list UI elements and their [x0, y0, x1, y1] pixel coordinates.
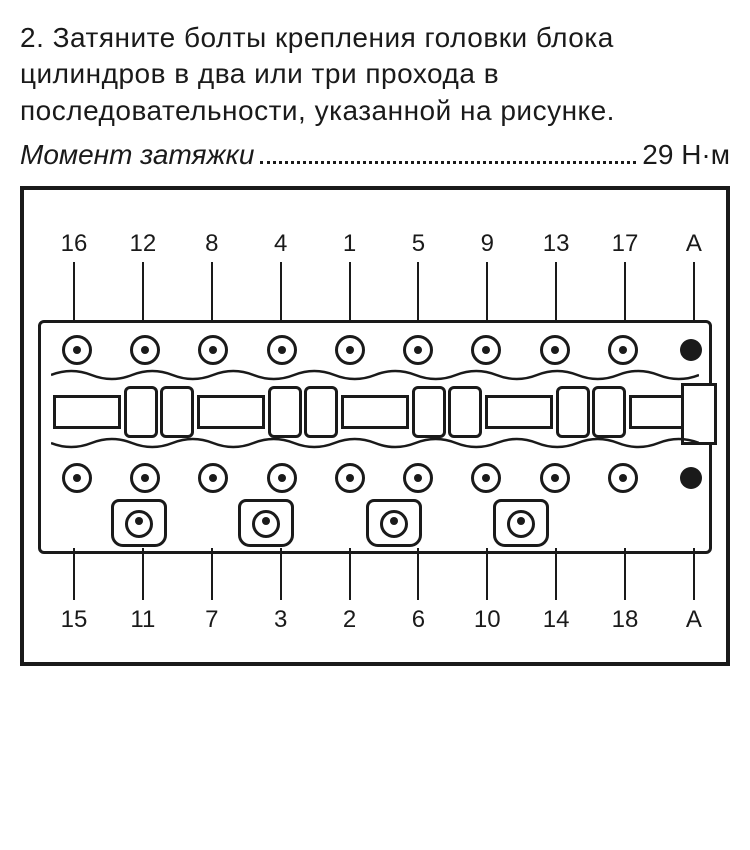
bolt-icon — [599, 463, 647, 493]
leader-line — [601, 262, 649, 320]
leader-line — [394, 262, 442, 320]
casting-line-icon — [51, 435, 699, 451]
bolt-icon — [462, 335, 510, 365]
top-label-row: 16 12 8 4 1 5 9 13 17 A — [50, 230, 718, 258]
bolt-icon — [531, 463, 579, 493]
bolt-label: 17 — [601, 230, 649, 258]
cam-lobe-icon — [124, 386, 158, 438]
dotted-leader — [260, 160, 636, 164]
torque-label: Момент затяжки — [20, 139, 254, 171]
cam-lobe-icon — [448, 386, 482, 438]
leader-line — [532, 548, 580, 600]
bolt-label: 6 — [394, 606, 442, 634]
bolt-icon — [394, 335, 442, 365]
bolt-icon — [462, 463, 510, 493]
bolt-label: 16 — [50, 230, 98, 258]
torque-line: Момент затяжки 29 Н·м — [20, 139, 730, 171]
leader-line — [257, 548, 305, 600]
leader-line — [670, 548, 718, 600]
cam-lobe-icon — [412, 386, 446, 438]
bolt-label: 4 — [257, 230, 305, 258]
leader-line — [463, 548, 511, 600]
cylinder-head — [38, 320, 712, 554]
leader-line — [601, 548, 649, 600]
cam-lobe-icon — [268, 386, 302, 438]
bolt-icon — [394, 463, 442, 493]
bolt-label: 8 — [188, 230, 236, 258]
bolt-icon — [121, 463, 169, 493]
bolt-icon — [53, 463, 101, 493]
leader-line — [532, 262, 580, 320]
leader-line — [670, 262, 718, 320]
leader-line — [50, 262, 98, 320]
bolt-label: 7 — [188, 606, 236, 634]
bolt-label: 13 — [532, 230, 580, 258]
bolt-label: 2 — [326, 606, 374, 634]
bolt-a-icon — [667, 463, 715, 493]
bolt-label: 11 — [119, 606, 167, 634]
leader-line — [257, 262, 305, 320]
torque-value: 29 Н·м — [642, 139, 730, 171]
top-bolt-row — [53, 335, 715, 365]
instruction-text: 2. Затяните болты крепления головки блок… — [20, 20, 730, 129]
bolt-icon — [599, 335, 647, 365]
bolt-label: 15 — [50, 606, 98, 634]
bolt-icon — [531, 335, 579, 365]
intake-port-icon — [238, 499, 294, 547]
bottom-bolt-row — [53, 463, 715, 493]
bolt-label: 14 — [532, 606, 580, 634]
cam-journal-icon — [197, 395, 265, 429]
bolt-icon — [53, 335, 101, 365]
bolt-label: A — [670, 606, 718, 634]
intake-port-icon — [493, 499, 549, 547]
cam-lobe-icon — [304, 386, 338, 438]
leader-line — [188, 548, 236, 600]
cam-lobe-icon — [160, 386, 194, 438]
bolt-label: 12 — [119, 230, 167, 258]
diagram-frame: 16 12 8 4 1 5 9 13 17 A — [20, 186, 730, 666]
cam-journal-icon — [341, 395, 409, 429]
bolt-icon — [121, 335, 169, 365]
bolt-icon — [326, 463, 374, 493]
intake-port-icon — [366, 499, 422, 547]
bolt-label: 5 — [394, 230, 442, 258]
bolt-label: 10 — [463, 606, 511, 634]
intake-port-icon — [111, 499, 167, 547]
top-leader-row — [50, 262, 718, 320]
bottom-label-row: 15 11 7 3 2 6 10 14 18 A — [50, 606, 718, 634]
bolt-icon — [258, 463, 306, 493]
step-body: Затяните болты крепления головки блока ц… — [20, 22, 615, 126]
cam-lobe-icon — [556, 386, 590, 438]
bolt-icon — [189, 335, 237, 365]
bolt-label: A — [670, 230, 718, 258]
leader-line — [326, 262, 374, 320]
leader-line — [463, 262, 511, 320]
bolt-label: 18 — [601, 606, 649, 634]
casting-line-icon — [51, 367, 699, 383]
camshaft-row — [51, 387, 699, 437]
step-number: 2. — [20, 22, 44, 53]
bolt-a-icon — [667, 335, 715, 365]
bolt-label: 3 — [257, 606, 305, 634]
bolt-label: 1 — [326, 230, 374, 258]
cam-lobe-icon — [592, 386, 626, 438]
leader-line — [326, 548, 374, 600]
leader-line — [188, 262, 236, 320]
leader-line — [50, 548, 98, 600]
bolt-icon — [258, 335, 306, 365]
leader-line — [394, 548, 442, 600]
bolt-icon — [189, 463, 237, 493]
bottom-leader-row — [50, 548, 718, 600]
bolt-icon — [326, 335, 374, 365]
cam-journal-icon — [53, 395, 121, 429]
intake-port-row — [111, 499, 549, 541]
leader-line — [119, 262, 167, 320]
leader-line — [119, 548, 167, 600]
bolt-label: 9 — [463, 230, 511, 258]
cam-journal-icon — [485, 395, 553, 429]
